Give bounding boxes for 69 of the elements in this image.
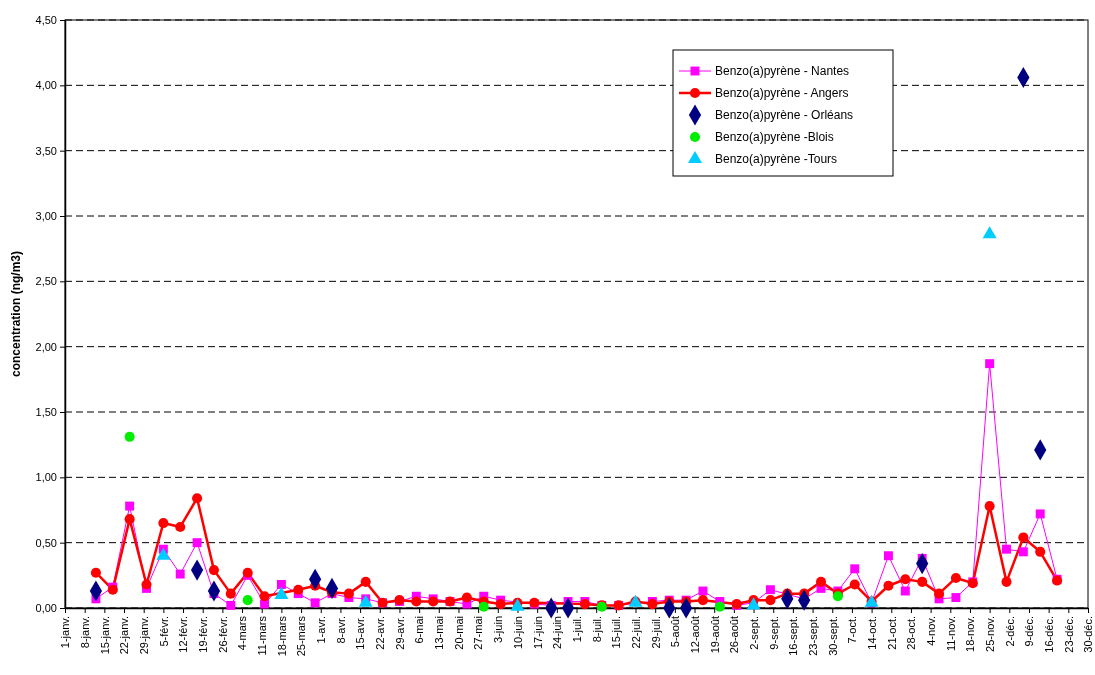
x-tick-label: 27-mai <box>472 616 485 650</box>
legend-label: Benzo(a)pyrène -Tours <box>715 152 838 167</box>
x-tick-label: 1-janv. <box>59 616 72 649</box>
legend-label: Benzo(a)pyrène - Nantes <box>715 64 850 79</box>
x-tick-label: 23-déc. <box>1062 616 1075 653</box>
x-tick-label: 11-nov. <box>944 616 957 652</box>
y-tick-label: 0,00 <box>35 602 57 615</box>
x-tick-label: 24-juin <box>551 616 564 650</box>
x-tick-label: 26-févr. <box>216 616 229 653</box>
legend-label: Benzo(a)pyrène - Orléans <box>715 108 854 123</box>
x-tick-label: 9-déc. <box>1023 616 1036 647</box>
x-tick-label: 2-sept. <box>747 616 760 650</box>
x-tick-label: 15-juil. <box>610 616 623 649</box>
x-tick-label: 15-avr. <box>354 616 367 650</box>
x-tick-label: 30-sept. <box>826 616 839 656</box>
x-tick-label: 8-avr. <box>334 616 347 644</box>
x-tick-label: 20-mai <box>452 616 465 650</box>
x-tick-label: 17-juin <box>531 616 544 650</box>
y-tick-label: 3,00 <box>35 210 57 223</box>
x-tick-label: 7-oct. <box>846 616 859 644</box>
legend-label: Benzo(a)pyrène -Blois <box>715 130 834 145</box>
x-tick-label: 9-sept. <box>767 616 780 650</box>
x-tick-label: 15-janv. <box>98 616 111 655</box>
x-tick-label: 13-mai <box>433 616 446 650</box>
x-tick-label: 19-févr. <box>197 616 210 653</box>
x-tick-label: 4-mars <box>236 615 249 651</box>
x-tick-label: 8-juil. <box>590 616 603 643</box>
y-tick-label: 1,50 <box>35 406 57 419</box>
x-tick-label: 23-sept. <box>806 616 819 656</box>
x-tick-label: 6-mai <box>413 616 426 644</box>
x-tick-label: 5-août <box>669 616 682 648</box>
y-tick-label: 2,50 <box>35 275 57 288</box>
x-tick-label: 21-oct. <box>885 616 898 650</box>
x-tick-label: 10-juin <box>511 616 524 650</box>
x-tick-label: 11-mars <box>256 615 269 656</box>
legend-label: Benzo(a)pyrène - Angers <box>715 86 849 101</box>
y-tick-label: 1,00 <box>35 471 57 484</box>
x-tick-label: 18-nov. <box>964 616 977 652</box>
x-tick-label: 29-avr. <box>393 616 406 650</box>
x-tick-label: 18-mars <box>275 615 288 657</box>
y-tick-label: 2,00 <box>35 340 57 353</box>
x-tick-label: 25-mars <box>295 615 308 657</box>
x-tick-label: 12-août <box>688 616 701 654</box>
x-tick-label: 1-avr. <box>315 616 328 644</box>
x-tick-label: 22-avr. <box>374 616 387 650</box>
x-tick-label: 25-nov. <box>983 616 996 652</box>
x-tick-label: 14-oct. <box>865 616 878 650</box>
x-tick-label: 5-févr. <box>157 616 170 647</box>
x-tick-label: 16-déc. <box>1043 616 1055 653</box>
x-tick-label: 28-oct. <box>905 616 918 650</box>
x-tick-label: 1-juil. <box>570 616 583 643</box>
x-tick-label: 22-janv. <box>118 616 131 655</box>
x-tick-label: 2-déc. <box>1003 616 1016 647</box>
y-tick-label: 4,00 <box>35 79 57 92</box>
x-tick-label: 26-août <box>728 616 741 654</box>
x-tick-label: 3-juin <box>492 616 505 643</box>
x-tick-label: 12-févr. <box>177 616 190 653</box>
x-tick-label: 22-juil. <box>629 616 642 649</box>
x-tick-label: 30-déc. <box>1082 616 1095 653</box>
y-tick-label: 4,50 <box>35 14 57 27</box>
x-tick-label: 8-janv. <box>79 616 92 649</box>
y-axis-title: concentration (ng/m3) <box>9 250 23 378</box>
y-tick-label: 3,50 <box>35 144 57 157</box>
x-tick-label: 29-juil. <box>649 616 662 649</box>
x-tick-label: 19-août <box>708 616 721 654</box>
y-tick-label: 0,50 <box>35 536 57 549</box>
x-tick-label: 29-janv. <box>138 616 151 655</box>
x-tick-label: 16-sept. <box>787 616 800 656</box>
x-tick-label: 4-nov. <box>924 616 937 646</box>
